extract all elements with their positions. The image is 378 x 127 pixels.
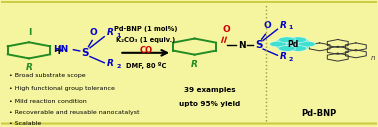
Circle shape: [292, 39, 310, 45]
Text: R: R: [107, 59, 114, 68]
Text: R: R: [191, 60, 198, 69]
Circle shape: [290, 46, 307, 51]
Text: K₂CO₃ (1 equiv.): K₂CO₃ (1 equiv.): [116, 37, 175, 43]
Text: Pd-BNP: Pd-BNP: [301, 109, 336, 118]
Text: • High functional group tolerance: • High functional group tolerance: [9, 86, 115, 91]
Circle shape: [278, 46, 296, 51]
Text: O: O: [263, 21, 271, 30]
Text: O: O: [223, 25, 231, 34]
Text: 1: 1: [116, 33, 121, 38]
Text: • Scalable: • Scalable: [9, 121, 41, 126]
Text: 1: 1: [288, 26, 293, 30]
Text: • Recoverable and reusable nanocatalyst: • Recoverable and reusable nanocatalyst: [9, 110, 139, 115]
Text: CO: CO: [139, 46, 152, 55]
Circle shape: [270, 41, 287, 47]
Text: R: R: [25, 63, 33, 72]
Text: S: S: [82, 48, 89, 58]
Circle shape: [292, 44, 310, 49]
Circle shape: [276, 44, 293, 49]
Text: O: O: [90, 28, 98, 37]
Text: upto 95% yield: upto 95% yield: [179, 101, 240, 107]
Text: Pd-BNP (1 mol%): Pd-BNP (1 mol%): [114, 26, 177, 32]
Text: • Mild reaction condition: • Mild reaction condition: [9, 99, 87, 104]
Text: R: R: [279, 21, 286, 30]
Text: +: +: [54, 44, 64, 57]
Circle shape: [284, 37, 301, 43]
Circle shape: [298, 41, 316, 47]
FancyBboxPatch shape: [0, 2, 378, 124]
Text: Pd: Pd: [287, 40, 298, 49]
Circle shape: [284, 45, 301, 51]
Circle shape: [290, 37, 307, 43]
Text: I: I: [28, 28, 32, 37]
Circle shape: [276, 39, 293, 45]
Text: S: S: [255, 40, 262, 50]
Text: 2: 2: [288, 57, 293, 61]
Text: 39 examples: 39 examples: [184, 87, 235, 93]
Text: • Broad substrate scope: • Broad substrate scope: [9, 73, 85, 78]
Text: R: R: [279, 52, 286, 61]
Text: N: N: [238, 41, 246, 50]
Text: n: n: [371, 55, 375, 61]
Text: R: R: [107, 28, 114, 37]
Text: DMF, 80 ºC: DMF, 80 ºC: [125, 62, 166, 69]
Text: HN: HN: [53, 45, 68, 54]
Circle shape: [284, 41, 301, 47]
Text: 2: 2: [116, 64, 121, 69]
Circle shape: [278, 37, 296, 43]
